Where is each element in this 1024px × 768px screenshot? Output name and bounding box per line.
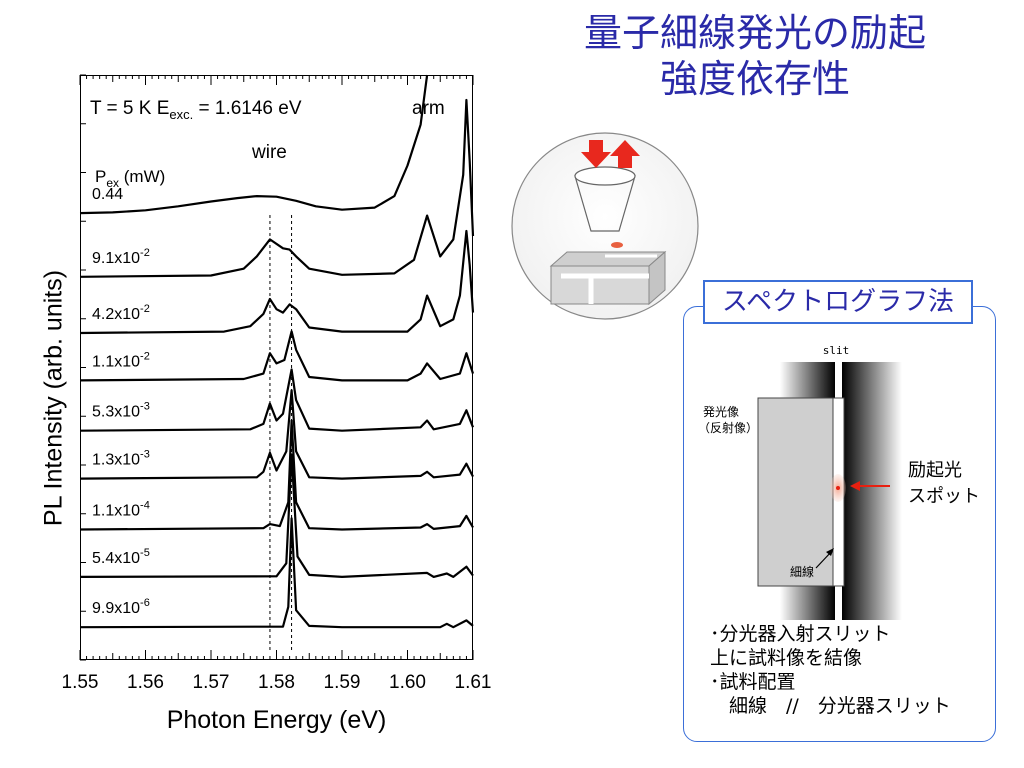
image-label-line1: 発光像 (703, 405, 740, 419)
slide-title-line1: 量子細線発光の励起 (583, 11, 926, 55)
sample-side (648, 250, 666, 306)
note-line: 上に試料像を結像 (710, 647, 863, 669)
spot-arrowhead-icon (850, 481, 860, 491)
series-label: 0.44 (92, 186, 123, 203)
series-label: 9.1x10-2 (92, 247, 150, 267)
note-line: ･試料配置 (710, 671, 796, 693)
spot-callout: 励起光 スポット (908, 458, 980, 510)
slit-label: slit (823, 344, 850, 357)
x-tick-marks (79, 74, 474, 661)
cone-top (574, 166, 636, 186)
slit-jaw-right (842, 362, 902, 620)
series-label: 1.1x10-4 (92, 500, 150, 520)
note-line: 細線 // 分光器スリット (710, 695, 951, 717)
note-line: ･分光器入射スリット (710, 623, 891, 645)
series-line (79, 74, 429, 215)
x-tick-label: 1.57 (192, 672, 230, 693)
condition-label: T = 5 K Eexc. = 1.6146 eV (90, 98, 302, 122)
excitation-illustration (511, 132, 699, 320)
series-line (79, 517, 474, 629)
series-line (79, 330, 475, 382)
x-tick-label: 1.58 (258, 672, 295, 693)
slide-title-line2: 強度依存性 (659, 57, 850, 101)
wire-callout-label: 細線 (790, 565, 815, 579)
method-title: スペクトログラフ法 (703, 280, 973, 324)
wire-label: wire (251, 142, 287, 163)
x-tick-label: 1.55 (61, 672, 99, 693)
sample-front (550, 265, 650, 305)
sample-top (549, 251, 667, 267)
y-axis-label: PL Intensity (arb. units) (39, 269, 68, 527)
spectrograph-diagram: slit (757, 344, 902, 620)
series-line (79, 419, 474, 531)
x-axis-label: Photon Energy (eV) (166, 706, 387, 734)
sample-image (757, 397, 841, 587)
x-tick-label: 1.56 (127, 672, 164, 693)
image-label-line2: （反射像） (698, 421, 759, 435)
pex-label: Pex (mW) (95, 167, 165, 190)
series-line (79, 389, 474, 480)
slide-title: 量子細線発光の励起 強度依存性 (520, 10, 990, 102)
excitation-spot (611, 242, 623, 248)
x-tick-label: 1.59 (323, 672, 361, 693)
spot-callout-line1: 励起光 (908, 460, 962, 481)
series-label: 5.4x10-5 (92, 547, 150, 567)
series-line (79, 229, 475, 335)
x-tick-label: 1.61 (454, 672, 492, 693)
arrow-up-icon (610, 140, 640, 168)
spectrum-series-lines (79, 74, 475, 629)
series-label: 9.9x10-6 (92, 597, 150, 617)
series-label: 1.3x10-3 (92, 449, 150, 469)
spot-callout-line2: スポット (908, 486, 980, 507)
spot-dot (836, 486, 840, 490)
method-notes: ･分光器入射スリット 上に試料像を結像 ･試料配置 細線 // 分光器スリット (710, 622, 951, 718)
x-tick-label: 1.60 (389, 672, 426, 693)
wire-pointer-head-icon (826, 548, 834, 556)
series-label: 4.2x10-2 (92, 303, 150, 323)
arrow-down-icon (581, 140, 611, 168)
series-line (79, 453, 474, 579)
series-line (79, 98, 475, 278)
series-line (79, 368, 475, 432)
power-labels: 0.44 9.1x10-2 4.2x10-2 1.1x10-2 5.3x10-3 1.3x… (92, 186, 150, 617)
series-label: 1.1x10-2 (92, 350, 150, 370)
series-label: 5.3x10-3 (92, 401, 150, 421)
arm-label: arm (412, 98, 445, 119)
